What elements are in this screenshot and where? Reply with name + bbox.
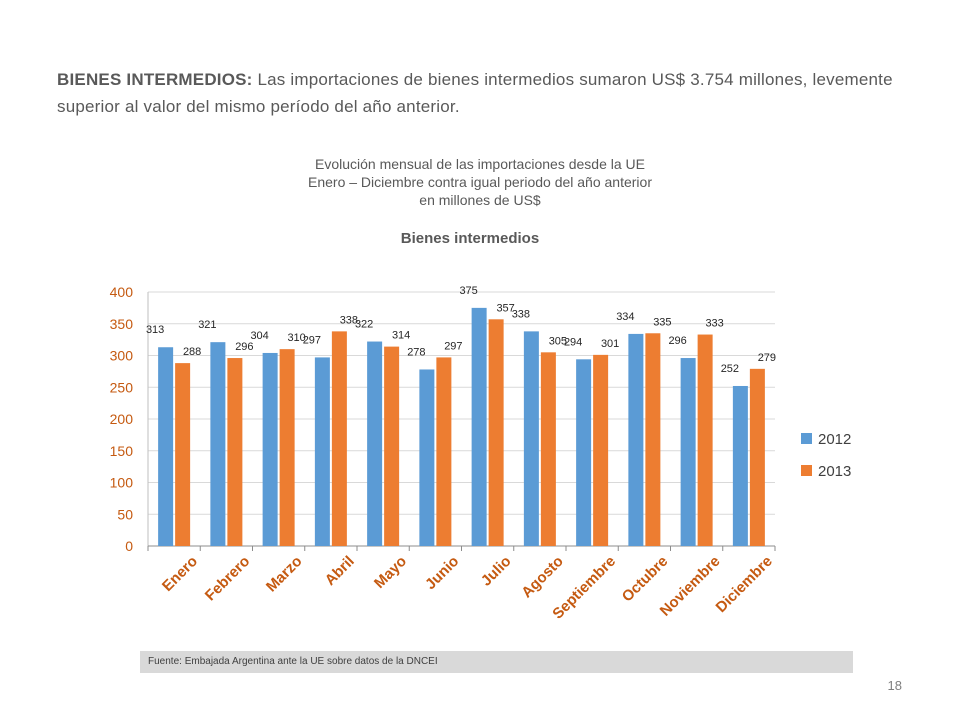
chart-title: Bienes intermedios bbox=[400, 230, 540, 247]
x-category-label: Octubre bbox=[619, 553, 672, 606]
bar-2012 bbox=[628, 333, 644, 546]
data-label-2012: 321 bbox=[198, 319, 216, 331]
y-tick-label: 0 bbox=[125, 538, 133, 554]
y-tick-label: 300 bbox=[110, 348, 134, 364]
bar-2013 bbox=[645, 333, 661, 546]
bar-2012 bbox=[523, 331, 539, 546]
bar-2013 bbox=[436, 357, 452, 546]
y-tick-label: 50 bbox=[117, 506, 133, 522]
bar-2012 bbox=[680, 358, 696, 546]
y-tick-label: 350 bbox=[110, 316, 134, 332]
data-label-2013: 301 bbox=[601, 338, 619, 350]
data-label-2012: 338 bbox=[512, 308, 530, 320]
bar-2013 bbox=[227, 358, 243, 546]
legend-label-2013: 2013 bbox=[818, 463, 851, 480]
source-text: Fuente: Embajada Argentina ante la UE so… bbox=[148, 656, 438, 667]
y-tick-label: 200 bbox=[110, 411, 134, 427]
bar-2013 bbox=[749, 368, 765, 546]
bar-2012 bbox=[576, 359, 592, 546]
y-tick-label: 400 bbox=[110, 284, 134, 300]
bar-2012 bbox=[314, 357, 330, 546]
legend-swatch-2013 bbox=[801, 465, 812, 476]
bar-2013 bbox=[175, 363, 191, 546]
bar-2012 bbox=[158, 347, 174, 546]
x-category-label: Diciembre bbox=[713, 553, 776, 616]
x-category-label: Enero bbox=[159, 553, 201, 595]
bar-2013 bbox=[331, 331, 347, 546]
data-label-2013: 279 bbox=[758, 352, 776, 364]
x-category-label: Febrero bbox=[202, 553, 254, 605]
data-label-2012: 297 bbox=[303, 334, 321, 346]
data-label-2013: 297 bbox=[444, 340, 462, 352]
bar-2012 bbox=[262, 352, 278, 546]
x-category-label: Abril bbox=[322, 553, 358, 589]
data-label-2013: 314 bbox=[392, 330, 410, 342]
data-label-2013: 333 bbox=[705, 318, 723, 330]
data-label-2013: 310 bbox=[287, 332, 305, 344]
legend-swatch-2012 bbox=[801, 433, 812, 444]
source-bar: Fuente: Embajada Argentina ante la UE so… bbox=[140, 651, 853, 673]
data-label-2012: 375 bbox=[459, 285, 477, 297]
chart-subtitle-line2: Enero – Diciembre contra igual periodo d… bbox=[308, 174, 652, 190]
x-category-label: Julio bbox=[478, 553, 515, 590]
bar-2013 bbox=[540, 352, 556, 546]
data-label-2012: 313 bbox=[146, 324, 164, 336]
x-category-label: Marzo bbox=[263, 553, 306, 596]
y-tick-label: 250 bbox=[110, 379, 134, 395]
data-label-2013: 338 bbox=[340, 314, 358, 326]
y-tick-label: 100 bbox=[110, 475, 134, 491]
data-label-2012: 278 bbox=[407, 346, 425, 358]
data-label-2013: 305 bbox=[549, 335, 567, 347]
headline-lead: BIENES INTERMEDIOS: bbox=[57, 70, 253, 89]
data-label-2013: 288 bbox=[183, 346, 201, 358]
data-label-2012: 322 bbox=[355, 319, 373, 331]
chart-subtitle-line3: en millones de US$ bbox=[419, 192, 541, 208]
bar-2013 bbox=[279, 349, 295, 546]
bar-2013 bbox=[593, 354, 609, 546]
legend-label-2012: 2012 bbox=[818, 431, 851, 448]
bar-2013 bbox=[697, 334, 713, 546]
x-category-label: Mayo bbox=[371, 553, 410, 592]
bar-2012 bbox=[732, 385, 748, 546]
data-label-2012: 334 bbox=[616, 311, 634, 323]
bar-2012 bbox=[471, 307, 487, 546]
data-label-2012: 252 bbox=[721, 363, 739, 375]
chart-subtitle-line1: Evolución mensual de las importaciones d… bbox=[315, 156, 645, 172]
x-category-label: Agosto bbox=[518, 553, 567, 602]
bar-2012 bbox=[367, 341, 383, 546]
data-label-2013: 335 bbox=[653, 316, 671, 328]
bar-2013 bbox=[488, 319, 504, 546]
bar-2012 bbox=[419, 369, 435, 546]
headline-text: Las importaciones de bienes intermedios … bbox=[57, 70, 893, 116]
data-label-2012: 296 bbox=[668, 335, 686, 347]
headline: BIENES INTERMEDIOS: Las importaciones de… bbox=[57, 66, 907, 120]
data-label-2013: 296 bbox=[235, 341, 253, 353]
y-tick-label: 150 bbox=[110, 443, 134, 459]
bar-2012 bbox=[210, 342, 226, 546]
data-label-2012: 304 bbox=[250, 330, 268, 342]
page-number: 18 bbox=[887, 678, 902, 693]
data-label-2012: 294 bbox=[564, 336, 582, 348]
data-label-2013: 357 bbox=[496, 302, 514, 314]
x-category-label: Junio bbox=[422, 553, 462, 593]
bar-2013 bbox=[384, 346, 400, 546]
